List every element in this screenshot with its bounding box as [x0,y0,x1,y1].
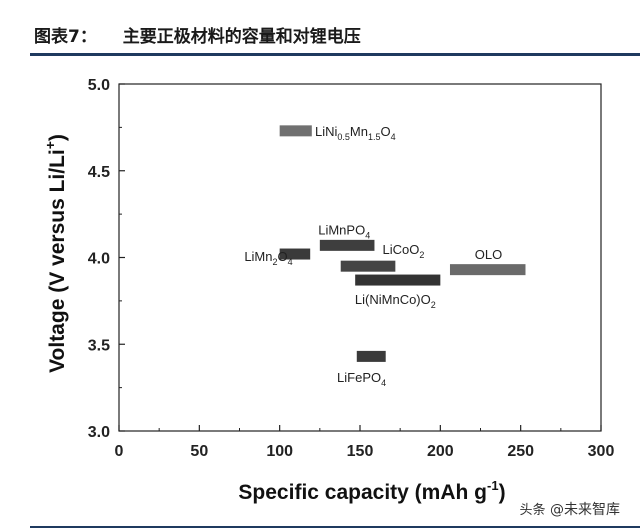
material-label-olo: OLO [475,247,502,262]
x-tick-label: 100 [266,443,293,460]
x-tick-label: 50 [190,443,208,460]
x-tick-label: 300 [588,443,615,460]
y-tick-label: 4.0 [88,251,110,268]
bar-olo [449,264,526,276]
x-tick-label: 250 [507,443,534,460]
y-tick-label: 5.0 [88,77,110,94]
x-axis-title: Specific capacity (mAh g-1) [238,478,505,504]
material-label-licoo2: LiCoO2 [382,242,424,260]
material-label-lini0-5mn1-5o4: LiNi0.5Mn1.5O4 [315,124,396,142]
footer-rule [30,526,640,528]
material-label-li-nimnco-o2: Li(NiMnCo)O2 [355,292,436,310]
bar-li-nimnco-o2 [355,274,441,286]
bar-limn2o4 [279,248,311,260]
y-tick-label: 4.5 [88,164,110,181]
y-axis-title: Voltage (V versus Li/Li+) [42,134,69,373]
bar-lifepo4 [356,350,386,362]
material-label-limn2o4: LiMn2O4 [244,249,292,267]
material-label-limnpo4: LiMnPO4 [318,223,370,241]
watermark: 头条 @未来智库 [520,499,620,519]
figure-title: 图表7： 主要正极材料的容量和对锂电压 [34,22,361,47]
x-tick-label: 150 [347,443,374,460]
bar-limnpo4 [319,239,375,251]
y-tick-label: 3.0 [88,424,110,441]
material-label-lifepo4: LiFePO4 [337,370,386,388]
bar-lini0-5mn1-5o4 [279,125,312,137]
x-tick-label: 200 [427,443,454,460]
x-tick-label: 0 [115,443,124,460]
bar-licoo2 [340,260,396,272]
y-tick-label: 3.5 [88,337,110,354]
header-rule [30,53,640,56]
figure-title-text: 主要正极材料的容量和对锂电压 [122,27,361,47]
watermark-text: @未来智库 [550,502,620,518]
figure-label: 图表7： [34,27,97,47]
toutiao-logo-icon: 头条 [519,503,546,518]
